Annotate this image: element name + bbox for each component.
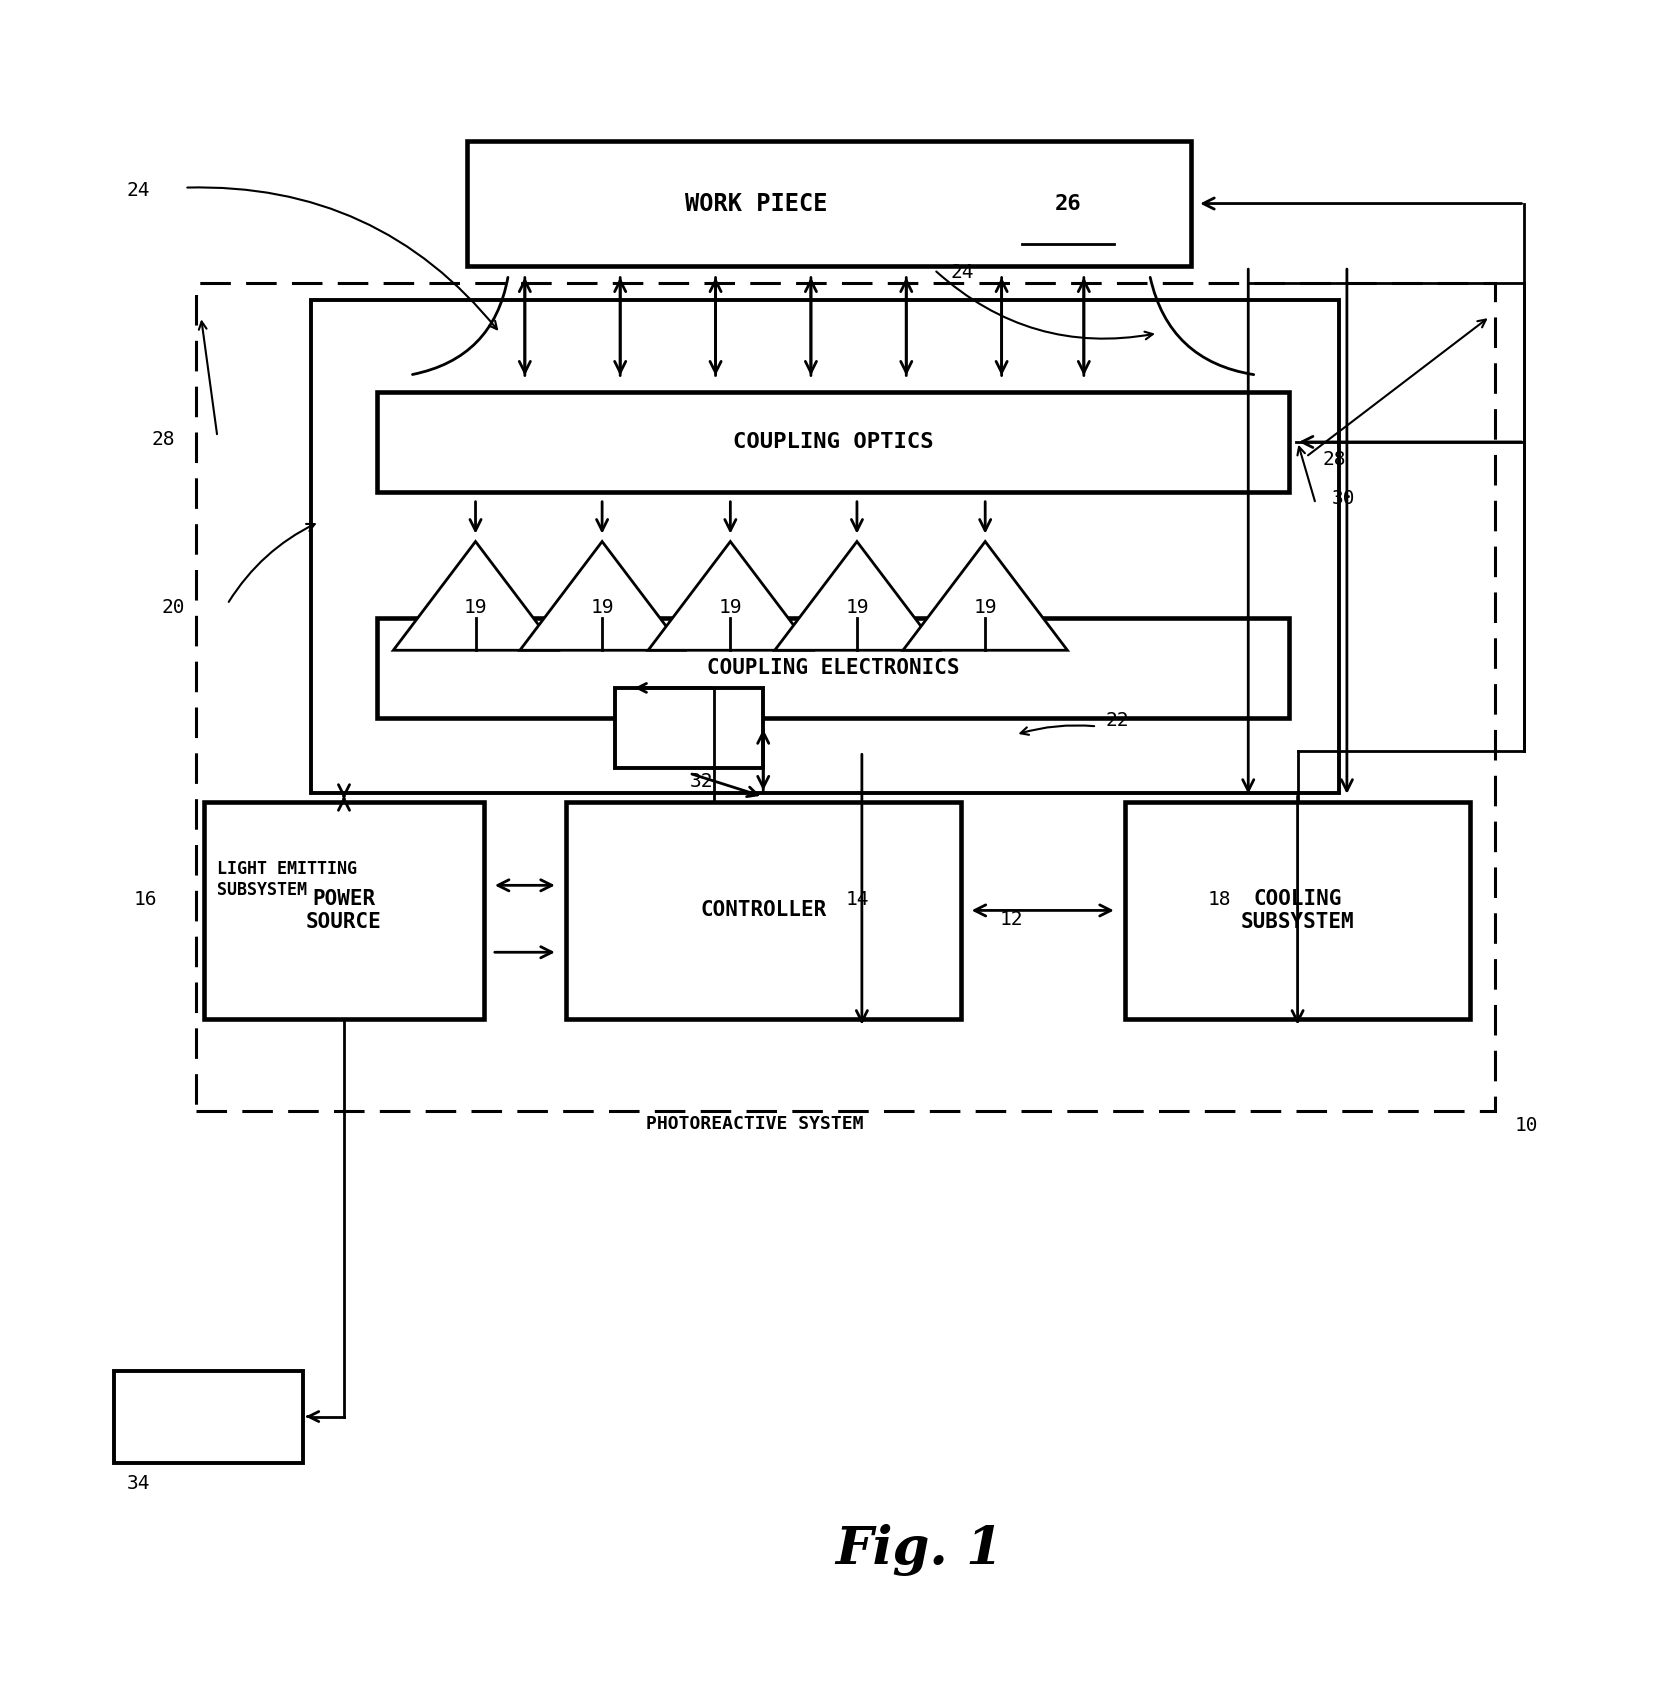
Bar xyxy=(196,283,1495,1112)
Bar xyxy=(204,801,484,1019)
Text: 14: 14 xyxy=(845,891,868,909)
Polygon shape xyxy=(648,542,812,649)
Bar xyxy=(1123,801,1470,1019)
Text: LIGHT EMITTING
SUBSYSTEM: LIGHT EMITTING SUBSYSTEM xyxy=(217,860,358,899)
Text: 19: 19 xyxy=(845,599,868,617)
Text: 16: 16 xyxy=(134,891,157,909)
Text: 22: 22 xyxy=(1105,712,1128,730)
Text: 10: 10 xyxy=(1514,1117,1538,1135)
Text: 24: 24 xyxy=(128,181,151,201)
Polygon shape xyxy=(774,542,938,649)
Text: 24: 24 xyxy=(949,263,974,282)
Bar xyxy=(615,688,762,768)
Text: 34: 34 xyxy=(128,1474,151,1493)
Text: COUPLING OPTICS: COUPLING OPTICS xyxy=(732,432,933,452)
Text: CONTROLLER: CONTROLLER xyxy=(699,901,825,921)
Text: 20: 20 xyxy=(161,597,186,617)
Text: 28: 28 xyxy=(151,430,176,449)
Text: 18: 18 xyxy=(1206,891,1229,909)
Text: 30: 30 xyxy=(1331,489,1355,508)
Text: POWER
SOURCE: POWER SOURCE xyxy=(307,889,381,931)
Polygon shape xyxy=(520,542,684,649)
Bar xyxy=(114,1370,303,1463)
Text: 19: 19 xyxy=(973,599,996,617)
Polygon shape xyxy=(903,542,1067,649)
Text: WORK PIECE: WORK PIECE xyxy=(684,192,827,216)
Bar xyxy=(376,617,1289,719)
Text: 19: 19 xyxy=(717,599,742,617)
Text: PHOTOREACTIVE SYSTEM: PHOTOREACTIVE SYSTEM xyxy=(646,1115,863,1132)
Bar xyxy=(376,391,1289,493)
Text: 12: 12 xyxy=(999,911,1022,930)
Text: 19: 19 xyxy=(590,599,613,617)
Text: 28: 28 xyxy=(1321,450,1345,469)
Text: COUPLING ELECTRONICS: COUPLING ELECTRONICS xyxy=(706,658,959,678)
Text: 19: 19 xyxy=(464,599,487,617)
Text: 32: 32 xyxy=(689,771,713,791)
Text: Fig. 1: Fig. 1 xyxy=(835,1523,1002,1576)
Bar xyxy=(312,300,1337,793)
Bar xyxy=(467,140,1190,267)
Bar xyxy=(565,801,959,1019)
Text: 26: 26 xyxy=(1054,194,1080,214)
Polygon shape xyxy=(393,542,557,649)
Text: COOLING
SUBSYSTEM: COOLING SUBSYSTEM xyxy=(1239,889,1354,931)
